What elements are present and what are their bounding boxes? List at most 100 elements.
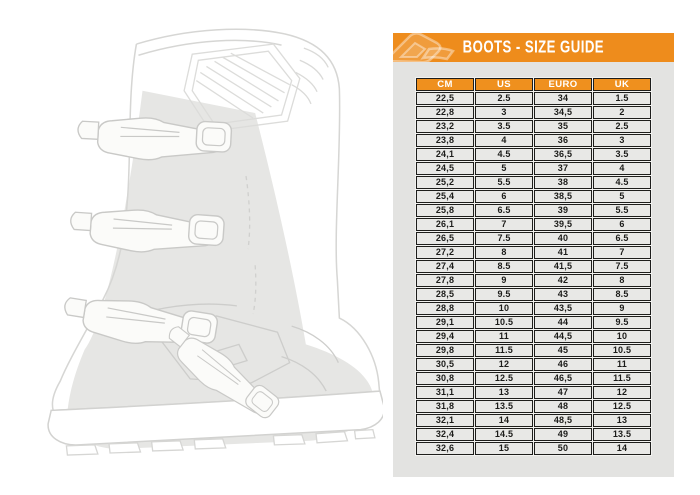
table-cell: 13.5 [593,428,651,441]
table-cell: 6 [475,190,533,203]
table-cell: 15 [475,442,533,455]
table-row: 22,8 3 34,5 2 [416,106,651,119]
table-cell: 22,5 [416,92,474,105]
table-cell: 28,8 [416,302,474,315]
table-cell: 25,4 [416,190,474,203]
table-cell: 2.5 [475,92,533,105]
table-row: 29,4 11 44,5 10 [416,330,651,343]
table-row: 31,1 13 47 12 [416,386,651,399]
table-row: 24,1 4.5 36,5 3.5 [416,148,651,161]
table-cell: 37 [534,162,592,175]
table-cell: 7.5 [593,260,651,273]
table-cell: 34 [534,92,592,105]
table-row: 25,2 5.5 38 4.5 [416,176,651,189]
boot-seam-stitches [245,175,257,315]
table-cell: 6 [593,218,651,231]
table-cell: 5 [475,162,533,175]
table-cell: 5.5 [475,176,533,189]
table-cell: 5 [593,190,651,203]
table-cell: 2 [593,106,651,119]
table-cell: 11 [475,330,533,343]
table-cell: 49 [534,428,592,441]
table-cell: 24,1 [416,148,474,161]
table-cell: 25,8 [416,204,474,217]
table-row: 27,4 8.5 41,5 7.5 [416,260,651,273]
table-cell: 14 [475,414,533,427]
column-header-uk: UK [593,78,651,91]
table-cell: 8 [593,274,651,287]
table-cell: 8.5 [475,260,533,273]
size-table-body: 22,5 2.5 34 1.5 22,8 3 34,5 2 23,2 3.5 35 2.5 23,8 4 3… [416,92,651,455]
table-cell: 43,5 [534,302,592,315]
table-row: 29,1 10.5 44 9.5 [416,316,651,329]
table-cell: 41,5 [534,260,592,273]
column-header-euro: EURO [534,78,592,91]
table-cell: 46,5 [534,372,592,385]
table-cell: 36 [534,134,592,147]
table-cell: 48,5 [534,414,592,427]
size-table: CM US EURO UK 22,5 2.5 34 1.5 22,8 3 34,5 2 23,2… [415,77,652,456]
table-cell: 23,2 [416,120,474,133]
table-cell: 9.5 [475,288,533,301]
table-cell: 14.5 [475,428,533,441]
table-row: 23,8 4 36 3 [416,134,651,147]
table-cell: 7 [475,218,533,231]
boot-illustration [38,22,385,472]
table-cell: 46 [534,358,592,371]
table-row: 29,8 11.5 45 10.5 [416,344,651,357]
table-cell: 26,1 [416,218,474,231]
table-row: 25,4 6 38,5 5 [416,190,651,203]
table-cell: 6.5 [475,204,533,217]
table-cell: 14 [593,442,651,455]
table-cell: 45 [534,344,592,357]
table-cell: 41 [534,246,592,259]
table-cell: 2.5 [593,120,651,133]
table-cell: 4.5 [475,148,533,161]
table-cell: 8 [475,246,533,259]
table-cell: 48 [534,400,592,413]
motocross-boot-drawing [47,28,385,456]
table-cell: 6.5 [593,232,651,245]
table-cell: 7 [593,246,651,259]
table-cell: 29,8 [416,344,474,357]
boot-rear-ribs [291,47,329,105]
table-cell: 38 [534,176,592,189]
table-cell: 29,1 [416,316,474,329]
table-cell: 47 [534,386,592,399]
table-row: 30,5 12 46 11 [416,358,651,371]
table-cell: 1.5 [593,92,651,105]
table-cell: 10 [593,330,651,343]
table-cell: 40 [534,232,592,245]
table-cell: 50 [534,442,592,455]
size-guide-header-bar: BOOTS - SIZE GUIDE [393,33,674,62]
table-cell: 4 [475,134,533,147]
table-row: 28,8 10 43,5 9 [416,302,651,315]
table-cell: 8.5 [593,288,651,301]
table-row: 23,2 3.5 35 2.5 [416,120,651,133]
table-cell: 4 [593,162,651,175]
table-cell: 25,2 [416,176,474,189]
table-cell: 29,4 [416,330,474,343]
table-cell: 12 [593,386,651,399]
table-cell: 23,8 [416,134,474,147]
table-cell: 10.5 [475,316,533,329]
table-cell: 12 [475,358,533,371]
table-row: 27,2 8 41 7 [416,246,651,259]
table-cell: 43 [534,288,592,301]
table-cell: 32,6 [416,442,474,455]
table-row: 26,5 7.5 40 6.5 [416,232,651,245]
table-cell: 13.5 [475,400,533,413]
table-cell: 44 [534,316,592,329]
table-row: 32,4 14.5 49 13.5 [416,428,651,441]
table-cell: 31,1 [416,386,474,399]
table-cell: 11 [593,358,651,371]
table-row: 25,8 6.5 39 5.5 [416,204,651,217]
table-cell: 13 [593,414,651,427]
table-cell: 27,2 [416,246,474,259]
table-cell: 31,8 [416,400,474,413]
table-cell: 12.5 [593,400,651,413]
table-cell: 34,5 [534,106,592,119]
size-table-header-row: CM US EURO UK [416,78,651,91]
table-cell: 9.5 [593,316,651,329]
